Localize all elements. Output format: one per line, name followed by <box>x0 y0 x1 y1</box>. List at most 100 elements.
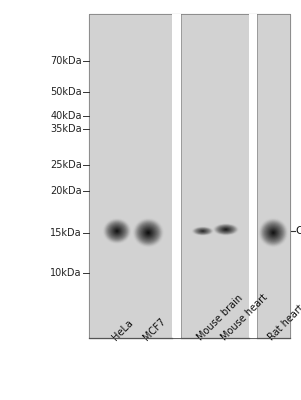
Ellipse shape <box>135 220 162 245</box>
Ellipse shape <box>193 227 213 235</box>
Ellipse shape <box>225 229 227 230</box>
Ellipse shape <box>201 230 205 232</box>
Ellipse shape <box>116 230 118 232</box>
Ellipse shape <box>225 229 226 230</box>
Ellipse shape <box>261 220 286 245</box>
Ellipse shape <box>104 219 130 243</box>
Ellipse shape <box>265 224 282 242</box>
Bar <box>249 14 257 338</box>
Ellipse shape <box>138 223 159 243</box>
Ellipse shape <box>142 227 154 238</box>
Ellipse shape <box>267 226 280 239</box>
Ellipse shape <box>194 227 212 235</box>
Ellipse shape <box>141 226 156 240</box>
Ellipse shape <box>144 228 153 237</box>
Ellipse shape <box>268 228 278 238</box>
Ellipse shape <box>134 219 163 246</box>
Text: 40kDa: 40kDa <box>50 111 82 121</box>
Ellipse shape <box>213 223 239 236</box>
Ellipse shape <box>199 229 207 233</box>
Text: 10kDa: 10kDa <box>50 268 82 278</box>
Ellipse shape <box>213 224 239 235</box>
Ellipse shape <box>106 221 128 241</box>
Ellipse shape <box>224 228 228 230</box>
Ellipse shape <box>195 228 211 234</box>
Ellipse shape <box>192 227 213 236</box>
Text: 20kDa: 20kDa <box>50 186 82 196</box>
Ellipse shape <box>264 223 283 242</box>
Text: MCF7: MCF7 <box>141 316 167 342</box>
Ellipse shape <box>200 230 205 232</box>
Ellipse shape <box>191 226 214 236</box>
Ellipse shape <box>214 224 238 235</box>
Text: Mouse heart: Mouse heart <box>219 292 269 342</box>
Ellipse shape <box>196 228 209 234</box>
Ellipse shape <box>268 227 279 238</box>
Ellipse shape <box>271 230 276 235</box>
Ellipse shape <box>200 230 206 232</box>
Ellipse shape <box>220 227 231 232</box>
Text: 70kDa: 70kDa <box>50 56 82 66</box>
Ellipse shape <box>142 226 155 239</box>
Ellipse shape <box>136 222 160 244</box>
Ellipse shape <box>262 222 285 244</box>
Ellipse shape <box>217 225 235 234</box>
Ellipse shape <box>259 218 288 247</box>
Ellipse shape <box>258 218 288 248</box>
Ellipse shape <box>219 226 232 232</box>
Bar <box>89 14 172 338</box>
Bar <box>89 14 290 338</box>
Ellipse shape <box>215 224 237 234</box>
Ellipse shape <box>219 226 233 233</box>
Ellipse shape <box>200 230 206 232</box>
Ellipse shape <box>113 228 121 234</box>
Ellipse shape <box>104 220 130 242</box>
Ellipse shape <box>263 222 284 243</box>
Ellipse shape <box>116 230 118 232</box>
Ellipse shape <box>218 226 234 233</box>
Ellipse shape <box>143 228 154 238</box>
Ellipse shape <box>193 227 212 235</box>
Ellipse shape <box>112 226 123 236</box>
Ellipse shape <box>110 225 124 237</box>
Ellipse shape <box>114 228 120 234</box>
Ellipse shape <box>115 229 119 233</box>
Text: Mouse brain: Mouse brain <box>196 292 245 342</box>
Text: 15kDa: 15kDa <box>50 228 82 238</box>
Ellipse shape <box>140 225 156 240</box>
Ellipse shape <box>269 228 278 237</box>
Text: HeLa: HeLa <box>110 317 135 342</box>
Ellipse shape <box>111 226 123 236</box>
Ellipse shape <box>197 228 209 234</box>
Ellipse shape <box>138 223 158 242</box>
Ellipse shape <box>260 220 287 246</box>
Ellipse shape <box>197 229 208 233</box>
Ellipse shape <box>270 229 277 236</box>
Bar <box>257 14 290 338</box>
Ellipse shape <box>221 227 231 232</box>
Ellipse shape <box>133 218 163 247</box>
Ellipse shape <box>201 230 204 232</box>
Bar <box>181 14 249 338</box>
Ellipse shape <box>146 230 151 235</box>
Ellipse shape <box>198 229 207 233</box>
Ellipse shape <box>103 218 131 244</box>
Text: 35kDa: 35kDa <box>50 124 82 134</box>
Ellipse shape <box>224 229 228 230</box>
Ellipse shape <box>259 219 287 246</box>
Ellipse shape <box>110 224 124 238</box>
Ellipse shape <box>199 230 206 233</box>
Ellipse shape <box>223 228 229 231</box>
Ellipse shape <box>113 227 121 235</box>
Ellipse shape <box>137 222 160 243</box>
Text: Rat heart: Rat heart <box>266 302 301 342</box>
Text: 25kDa: 25kDa <box>50 160 82 170</box>
Ellipse shape <box>109 224 126 239</box>
Text: 50kDa: 50kDa <box>50 87 82 97</box>
Ellipse shape <box>222 228 230 232</box>
Ellipse shape <box>135 220 162 246</box>
Ellipse shape <box>144 229 152 236</box>
Ellipse shape <box>147 232 150 234</box>
Ellipse shape <box>214 224 237 235</box>
Ellipse shape <box>112 227 122 236</box>
